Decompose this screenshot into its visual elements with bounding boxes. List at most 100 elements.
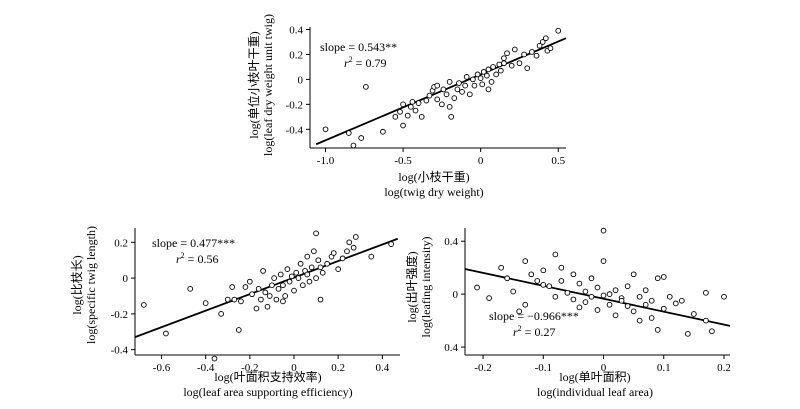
scatter-point [344, 248, 350, 255]
scatter-point [660, 305, 667, 312]
scatter-point [504, 275, 511, 282]
scatter-point [600, 258, 607, 264]
scatter-point [358, 135, 365, 141]
scatter-point [498, 264, 504, 271]
scatter-point [536, 42, 543, 49]
x-axis-label-cn: log(单叶面积) [559, 370, 630, 384]
regression-line [134, 237, 399, 338]
scatter-point [576, 304, 583, 311]
scatter-point [330, 250, 337, 256]
scatter-point [231, 296, 238, 303]
scatter-point [594, 307, 601, 313]
y-axis-label-en: log(leaf dry weight unit twig) [261, 14, 275, 156]
axis-ticks: -0.2 -0.1 0 0.1 0.2 0.4 0 0.4 [444, 228, 731, 374]
scatter-point [618, 297, 625, 304]
scatter-point [418, 113, 425, 120]
scatter-point [678, 297, 685, 304]
scatter-point [266, 293, 273, 299]
x-tick-label: 0.1 [657, 362, 671, 374]
scatter-point [397, 108, 403, 115]
scatter-point [440, 86, 447, 93]
slope-annotation: slope = 0.477*** [152, 236, 235, 250]
scatter-point [555, 27, 562, 34]
scatter-point [624, 303, 631, 309]
scatter-point [202, 300, 209, 306]
scatter-point [284, 266, 291, 272]
scatter-point [415, 100, 422, 106]
scatter-point [163, 330, 169, 337]
x-axis-label-en: log(individual leaf area) [537, 385, 653, 399]
slope-annotation: slope = 0.543** [320, 40, 397, 54]
scatter-point [304, 271, 311, 278]
scatter-point [552, 251, 559, 258]
scatter-point [570, 296, 577, 303]
scatter-point [291, 287, 297, 294]
y-tick-label: 0 [123, 273, 129, 285]
y-tick-label: 0 [453, 289, 459, 301]
x-axis-label-en: log(leaf area supporting efficiency) [183, 385, 352, 399]
scatter-point [412, 107, 419, 114]
scatter-point [304, 253, 311, 260]
scatter-point [582, 299, 589, 305]
scatter-point [260, 268, 266, 274]
scatter-point [642, 301, 649, 308]
scatter-point [345, 130, 352, 136]
x-tick-label: -0.5 [394, 155, 412, 167]
scatter-point [684, 330, 691, 337]
scatter-point [466, 91, 473, 98]
scatter-point [299, 282, 306, 289]
scatter-point [400, 101, 406, 108]
scatter-point [404, 112, 411, 119]
scatter-point [454, 86, 461, 93]
scatter-point [319, 269, 326, 276]
scatter-point [269, 282, 275, 289]
scatter-point [235, 327, 242, 333]
scatter-point [187, 285, 194, 292]
x-axis-label-cn: log(叶面积支持效率) [214, 369, 321, 384]
x-tick-label: 0.2 [717, 362, 731, 374]
scatter-point [280, 282, 286, 289]
scatter-point [407, 103, 414, 110]
x-tick-label: -0.6 [153, 362, 171, 374]
scatter-point [542, 35, 549, 42]
x-tick-label: 0 [601, 362, 607, 374]
scatter-point [582, 288, 589, 295]
scatter-point [255, 285, 262, 292]
scatter-point [400, 122, 406, 129]
scatter-point [497, 67, 504, 74]
r2-annotation: r2 = 0.27 [513, 324, 555, 339]
scatter-point [306, 278, 313, 285]
scatter-point [439, 101, 445, 108]
scatter-point [311, 248, 317, 255]
scatter-point [335, 266, 342, 272]
scatter-point [485, 66, 492, 73]
r2-annotation: r2 = 0.56 [176, 251, 218, 266]
x-tick-label: -0.2 [474, 362, 491, 374]
scatter-point [317, 296, 324, 303]
scatter-point [297, 260, 304, 267]
y-tick-label: 0.4 [444, 236, 458, 248]
scatter-point [510, 288, 517, 295]
scatter-point [488, 79, 495, 85]
scatter-point [368, 253, 375, 260]
scatter-point [636, 317, 643, 324]
scatter-point [317, 264, 324, 271]
scatter-point [648, 297, 655, 304]
scatter-point [313, 275, 319, 281]
scatter-point [308, 264, 315, 271]
scatter-point [363, 84, 369, 90]
scatter-point [258, 296, 264, 303]
y-axis-label-cn: log(比枝长) [69, 255, 84, 314]
scatter-point [275, 285, 282, 292]
scatter-point [508, 62, 515, 69]
scatter-point [501, 60, 507, 67]
scatter-point [277, 271, 284, 278]
x-tick-label: 0.4 [375, 362, 389, 374]
y-tick-label: -0.2 [111, 309, 128, 321]
scatter-point [539, 39, 546, 45]
scatter-point [654, 327, 661, 333]
scatter-point [352, 234, 359, 240]
scatter-point [511, 46, 518, 53]
scatter-point [242, 284, 249, 290]
scatter-point [322, 126, 329, 133]
